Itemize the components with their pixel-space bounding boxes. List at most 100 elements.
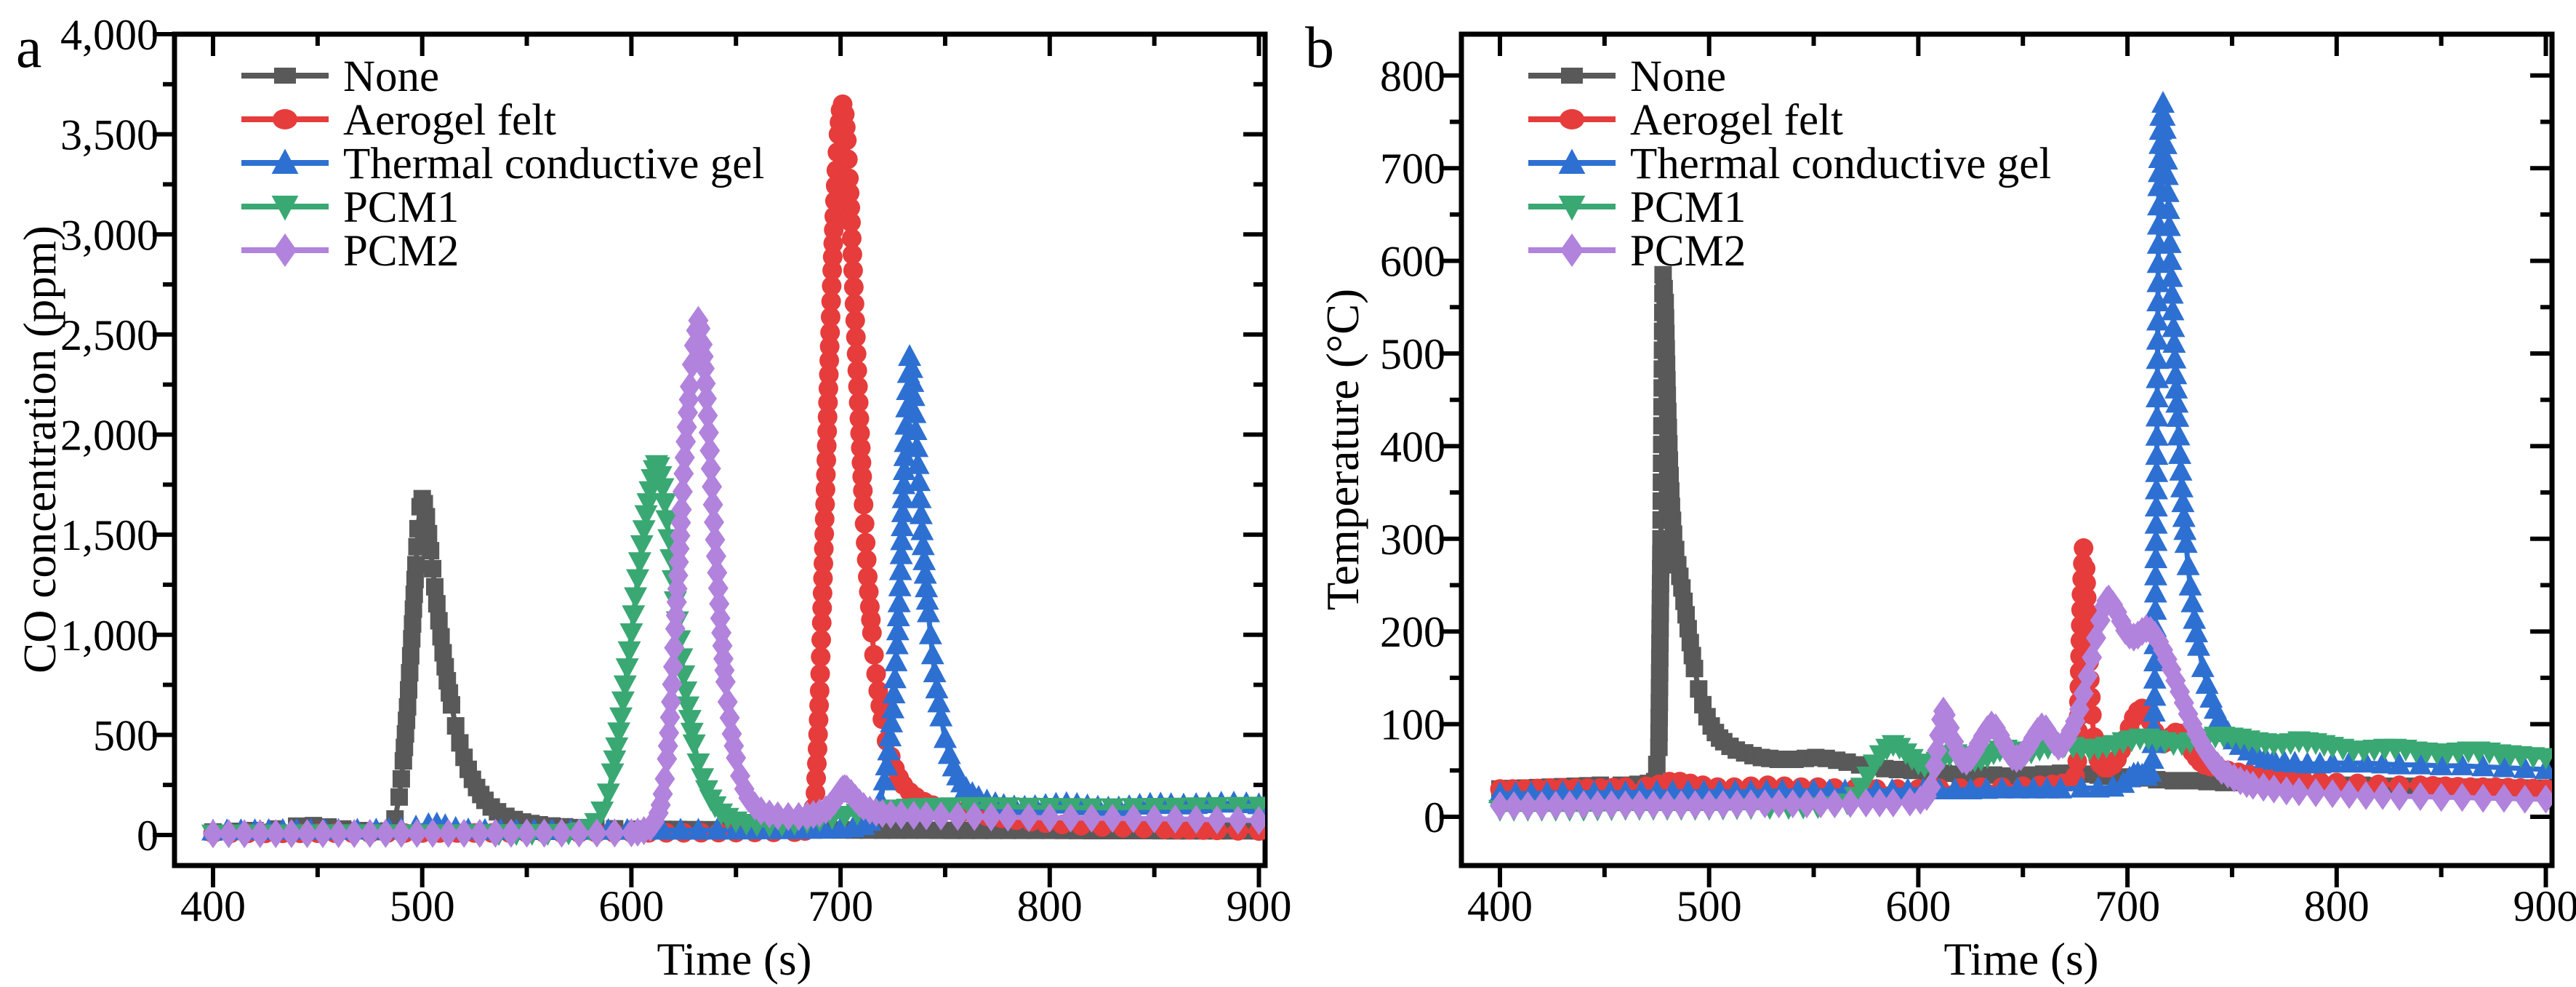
triangle-up-marker bbox=[887, 590, 911, 612]
legend-label: None bbox=[1630, 52, 1726, 101]
square-marker bbox=[1651, 619, 1669, 637]
circle-marker bbox=[866, 663, 886, 684]
triangle-up-marker bbox=[2146, 327, 2170, 350]
triangle-up-marker bbox=[878, 724, 902, 747]
diamond-marker bbox=[1560, 233, 1584, 267]
triangle-up-marker bbox=[890, 514, 914, 537]
square-marker bbox=[957, 821, 975, 839]
diamond-marker bbox=[586, 818, 607, 848]
diamond-marker bbox=[1206, 805, 1227, 835]
circle-marker bbox=[839, 168, 859, 188]
triangle-up-marker bbox=[907, 469, 931, 492]
legend-item-thermal-conductive-gel: Thermal conductive gel bbox=[241, 140, 764, 188]
triangle-up-marker bbox=[885, 632, 909, 655]
triangle-down-marker bbox=[605, 737, 629, 759]
triangle-up-marker bbox=[2145, 404, 2169, 427]
diamond-marker bbox=[1545, 791, 1566, 820]
diamond-marker bbox=[2473, 783, 2494, 813]
triangle-up-marker bbox=[892, 458, 916, 481]
triangle-up-marker bbox=[877, 738, 901, 761]
circle-marker bbox=[2076, 559, 2096, 579]
diamond-marker bbox=[715, 667, 736, 697]
y-tick-label: 0 bbox=[1424, 794, 1445, 842]
circle-marker bbox=[814, 524, 835, 544]
square-marker bbox=[2181, 772, 2199, 790]
square-marker bbox=[436, 658, 454, 676]
square-marker bbox=[274, 68, 296, 84]
triangle-up-marker bbox=[2388, 752, 2412, 775]
triangle-up-marker bbox=[2159, 248, 2183, 271]
diamond-marker bbox=[344, 819, 365, 849]
square-marker bbox=[1660, 435, 1678, 453]
circle-marker bbox=[843, 277, 864, 297]
diamond-marker bbox=[1615, 790, 1636, 820]
triangle-up-marker bbox=[2143, 598, 2167, 620]
circle-marker bbox=[854, 495, 874, 515]
circle-marker bbox=[859, 582, 879, 602]
x-tick-label: 600 bbox=[598, 882, 664, 930]
triangle-up-marker bbox=[2151, 91, 2175, 113]
triangle-up-marker bbox=[913, 562, 937, 584]
triangle-down-marker bbox=[615, 658, 639, 681]
square-marker bbox=[1661, 466, 1679, 484]
diamond-marker bbox=[1587, 790, 1608, 820]
triangle-up-marker bbox=[2178, 573, 2202, 596]
square-marker bbox=[1652, 545, 1670, 563]
triangle-up-marker bbox=[2161, 298, 2185, 321]
triangle-up-marker bbox=[880, 710, 904, 732]
diamond-marker bbox=[551, 818, 572, 848]
circle-marker bbox=[809, 695, 830, 716]
triangle-up-marker bbox=[903, 401, 927, 423]
square-marker bbox=[1661, 481, 1680, 500]
square-marker bbox=[1650, 738, 1668, 756]
diamond-marker bbox=[702, 472, 723, 502]
circle-marker bbox=[2076, 573, 2096, 594]
triangle-down-marker bbox=[630, 535, 654, 557]
legend-label: Aerogel felt bbox=[343, 96, 556, 145]
diamond-marker bbox=[485, 818, 506, 848]
triangle-up-marker bbox=[883, 666, 907, 689]
y-tick-label: 2,000 bbox=[60, 412, 159, 460]
circle-marker bbox=[812, 583, 832, 603]
diamond-marker bbox=[778, 802, 799, 831]
circle-marker bbox=[806, 754, 827, 774]
circle-marker bbox=[852, 466, 872, 487]
series-markers bbox=[1490, 584, 2552, 820]
y-tick-label: 600 bbox=[1380, 238, 1445, 286]
diamond-marker bbox=[734, 774, 755, 804]
triangle-up-marker bbox=[2156, 197, 2180, 220]
triangle-up-marker bbox=[2338, 751, 2362, 773]
triangle-up-marker bbox=[2471, 754, 2495, 777]
square-marker bbox=[422, 542, 440, 560]
diamond-marker bbox=[664, 633, 685, 663]
triangle-up-marker bbox=[2180, 590, 2204, 612]
circle-marker bbox=[814, 538, 834, 559]
legend-label: PCM1 bbox=[343, 183, 459, 232]
triangle-up-marker bbox=[904, 417, 928, 440]
triangle-up-marker bbox=[2170, 475, 2194, 498]
triangle-up-marker bbox=[2157, 214, 2181, 236]
triangle-up-marker bbox=[911, 533, 935, 556]
diamond-marker bbox=[2431, 783, 2452, 812]
diamond-marker bbox=[2289, 777, 2310, 807]
circle-marker bbox=[808, 724, 828, 745]
diamond-marker bbox=[1165, 804, 1186, 834]
triangle-up-marker bbox=[686, 818, 710, 840]
triangle-up-marker bbox=[888, 558, 912, 580]
x-tick-label: 700 bbox=[2095, 882, 2160, 930]
x-tick-label: 600 bbox=[1885, 882, 1951, 930]
legend-item-thermal-conductive-gel: Thermal conductive gel bbox=[1528, 140, 2051, 188]
triangle-up-marker bbox=[898, 344, 922, 367]
square-marker bbox=[404, 600, 422, 618]
diamond-marker bbox=[654, 764, 675, 794]
legend-label: PCM2 bbox=[1630, 227, 1746, 276]
x-tick-label: 800 bbox=[2304, 882, 2370, 930]
triangle-up-marker bbox=[2142, 700, 2166, 722]
x-axis-title: Time (s) bbox=[657, 934, 812, 985]
square-marker bbox=[1679, 620, 1697, 638]
diamond-marker bbox=[1855, 788, 1877, 818]
triangle-up-marker bbox=[2156, 180, 2180, 202]
diamond-marker bbox=[249, 819, 270, 849]
y-tick-label: 400 bbox=[1380, 423, 1445, 471]
